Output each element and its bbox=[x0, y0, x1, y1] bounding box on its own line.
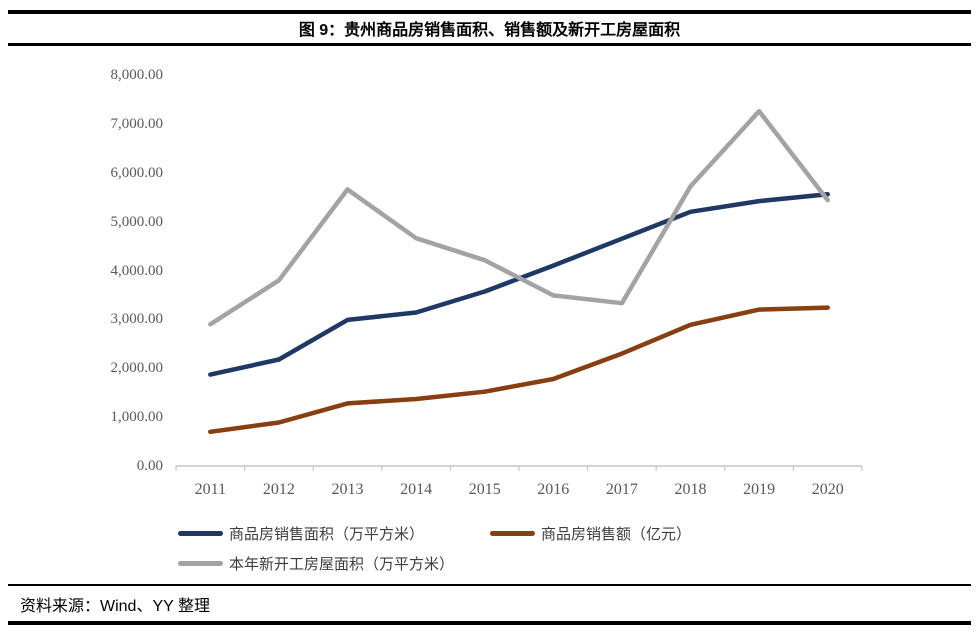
x-tick-label: 2013 bbox=[331, 481, 364, 498]
top-border-line bbox=[8, 10, 971, 14]
legend-line-swatch bbox=[178, 561, 223, 566]
x-tick-label: 2019 bbox=[743, 481, 776, 498]
legend-label: 商品房销售额（亿元） bbox=[541, 527, 692, 543]
legend-label: 商品房销售面积（万平方米） bbox=[229, 527, 425, 543]
source-text: 资料来源：Wind、YY 整理 bbox=[20, 598, 210, 615]
bottom-border-line bbox=[8, 621, 971, 625]
x-tick-label: 2017 bbox=[605, 481, 638, 498]
y-tick-label: 4,000.00 bbox=[110, 262, 164, 279]
x-tick-label: 2015 bbox=[468, 481, 501, 498]
title-underline bbox=[8, 43, 971, 46]
chart-title: 图 9：贵州商品房销售面积、销售额及新开工房屋面积 bbox=[298, 22, 681, 39]
y-tick-label: 8,000.00 bbox=[110, 67, 164, 83]
legend-line-swatch bbox=[178, 531, 223, 536]
legend-line-swatch bbox=[490, 531, 535, 536]
x-tick-label: 2016 bbox=[537, 481, 570, 498]
x-tick-label: 2018 bbox=[674, 481, 707, 498]
footer-top-line bbox=[8, 584, 971, 586]
legend-item-1: 商品房销售额（亿元） bbox=[490, 523, 691, 544]
y-tick-label: 0.00 bbox=[136, 458, 163, 474]
legend-item-0: 商品房销售面积（万平方米） bbox=[178, 523, 424, 544]
legend-label: 本年新开工房屋面积（万平方米） bbox=[229, 557, 455, 573]
y-tick-label: 2,000.00 bbox=[110, 360, 164, 377]
y-tick-label: 1,000.00 bbox=[110, 409, 164, 426]
series-line-0 bbox=[208, 192, 830, 377]
x-tick-label: 2012 bbox=[262, 481, 295, 498]
y-tick-label: 7,000.00 bbox=[110, 115, 164, 132]
series-line-2 bbox=[208, 108, 830, 327]
legend-item-2: 本年新开工房屋面积（万平方米） bbox=[178, 553, 454, 574]
y-tick-label: 6,000.00 bbox=[110, 164, 164, 181]
y-tick-label: 5,000.00 bbox=[110, 213, 164, 230]
x-tick-label: 2020 bbox=[811, 481, 844, 498]
x-tick-label: 2011 bbox=[194, 481, 226, 498]
series-line-1 bbox=[208, 305, 830, 435]
x-tick-label: 2014 bbox=[400, 481, 433, 498]
y-tick-label: 3,000.00 bbox=[110, 311, 164, 328]
